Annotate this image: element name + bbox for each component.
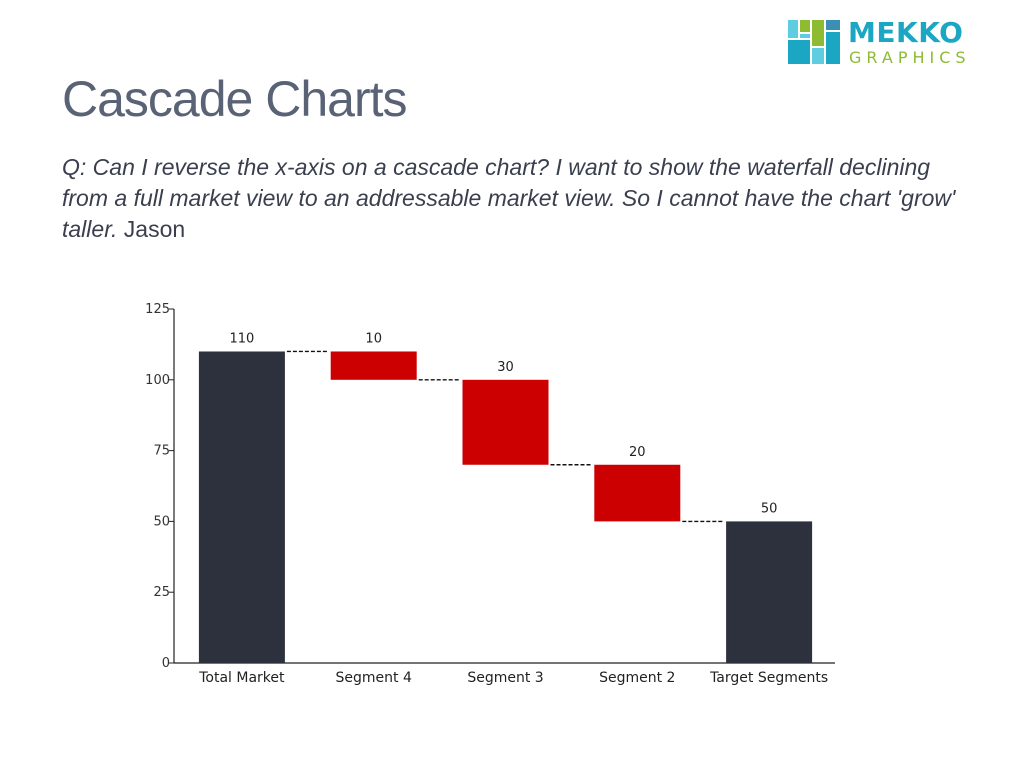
bar-decrease: [330, 351, 417, 380]
mekko-graphics-logo: MEKKO GRAPHICS: [788, 16, 1000, 67]
y-tick-label: 50: [153, 514, 170, 529]
logo-word-graphics: GRAPHICS: [849, 48, 971, 67]
x-category-label: Segment 2: [599, 670, 675, 686]
x-category-label: Segment 4: [336, 670, 412, 686]
logo-word-mekko: MEKKO: [848, 16, 964, 49]
bar-decrease: [594, 464, 681, 522]
question-author: Jason: [123, 216, 186, 242]
data-label: 110: [229, 331, 254, 346]
logo-grid-icon: [788, 20, 840, 64]
data-label: 30: [497, 360, 514, 375]
cascade-chart: 0 25 50 75 100 125 110 Total Market 10 Segment 4 3…: [145, 302, 835, 686]
x-category-label: Target Segments: [709, 670, 828, 686]
data-label: 10: [365, 331, 382, 346]
x-category-label: Total Market: [198, 670, 285, 686]
x-category-label: Segment 3: [467, 670, 543, 686]
y-tick-label: 125: [145, 302, 170, 317]
bar-total: [198, 351, 285, 663]
y-tick-label: 100: [145, 373, 170, 388]
data-label: 50: [761, 501, 778, 516]
y-tick-label: 25: [153, 585, 170, 600]
bar-decrease: [462, 379, 549, 465]
data-label: 20: [629, 445, 646, 460]
question-body: Q: Can I reverse the x-axis on a cascade…: [62, 154, 956, 242]
y-tick-label: 75: [153, 444, 170, 459]
y-tick-label: 0: [162, 656, 170, 671]
question-text: Q: Can I reverse the x-axis on a cascade…: [62, 152, 962, 245]
page-title: Cascade Charts: [62, 71, 407, 127]
bar-total: [726, 521, 813, 663]
